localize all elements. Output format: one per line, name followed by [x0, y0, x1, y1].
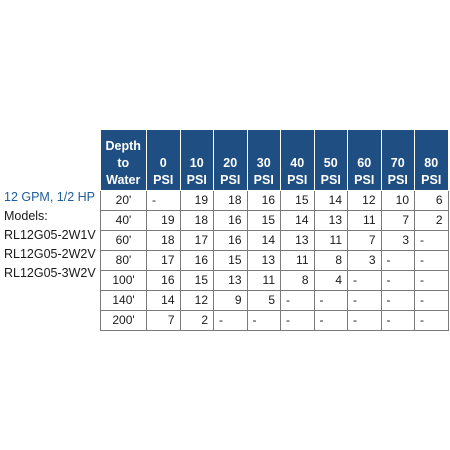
depth-cell: 80' [100, 250, 147, 271]
flow-value-cell: 8 [280, 270, 315, 291]
flow-value-cell: 5 [246, 290, 281, 311]
flow-value-cell: 7 [347, 230, 382, 251]
depth-cell: 60' [100, 230, 147, 251]
table-row: 60' 18 17 16 14 13 11 7 3- [100, 230, 449, 251]
flow-value-cell: - [146, 190, 181, 211]
flow-value-cell: 14 [313, 190, 348, 211]
depth-cell: 200' [100, 310, 147, 331]
flow-value-cell: 15 [280, 190, 315, 211]
flow-value-cell: - [380, 250, 415, 271]
flow-value-cell: 3 [380, 230, 415, 251]
table-row: 40' 19 18 16 15 14 13 11 7 2 [100, 210, 449, 231]
psi-header: 10 PSI [179, 130, 214, 191]
flow-value-cell: - [347, 270, 382, 291]
flow-value-cell: 13 [313, 210, 348, 231]
flow-value-cell: 16 [213, 230, 248, 251]
flow-value-cell: 19 [146, 210, 181, 231]
flow-value-cell: 9 [213, 290, 248, 311]
flow-value-cell: 16 [146, 270, 181, 291]
flow-value-cell: - [246, 310, 281, 331]
flow-value-cell: - [313, 290, 348, 311]
model-number: RL12G05-2W2V [4, 247, 96, 261]
flow-value-cell: 14 [146, 290, 181, 311]
flow-value-cell: 12 [347, 190, 382, 211]
pump-rating: 12 GPM, 1/2 HP [4, 190, 96, 204]
flow-value-cell: - [414, 310, 449, 331]
models-label: Models: [4, 209, 48, 223]
psi-header: 40 PSI [280, 130, 315, 191]
flow-value-cell: 16 [213, 210, 248, 231]
flow-value-cell: 2 [179, 310, 214, 331]
flow-value-cell: 18 [213, 190, 248, 211]
flow-value-cell: 13 [213, 270, 248, 291]
flow-value-cell: 17 [179, 230, 214, 251]
flow-value-cell: 3 [347, 250, 382, 271]
pump-spec-block: 12 GPM, 1/2 HP Models: RL12G05-2W1V RL12… [4, 188, 96, 283]
flow-value-cell: - [414, 230, 449, 251]
model-number: RL12G05-2W1V [4, 228, 96, 242]
psi-header: 80 PSI [414, 130, 449, 191]
table-row: 80' 17 16 15 13 11 8 3- - [100, 250, 449, 271]
flow-value-cell: 10 [380, 190, 415, 211]
depth-cell: 140' [100, 290, 147, 311]
flow-value-cell: 8 [313, 250, 348, 271]
table-row: 200' 7 2- - - - - - - [100, 310, 449, 331]
flow-value-cell: 16 [179, 250, 214, 271]
psi-header: 20 PSI [213, 130, 248, 191]
flow-value-cell: 14 [280, 210, 315, 231]
flow-value-cell: 6 [414, 190, 449, 211]
flow-value-cell: 2 [414, 210, 449, 231]
psi-header: 70 PSI [380, 130, 415, 191]
flow-value-cell: 11 [280, 250, 315, 271]
flow-value-cell: 18 [146, 230, 181, 251]
table-row: 20' -19 18 16 15 14 12 10 6 [100, 190, 449, 211]
table-header-row: Depth to Water 0 PSI 10 PSI 20 PSI 30 PSI 40… [100, 130, 449, 191]
flow-value-cell: 11 [313, 230, 348, 251]
psi-header: 60 PSI [347, 130, 382, 191]
flow-value-cell: 4 [313, 270, 348, 291]
table-row: 100' 16 15 13 11 8 4- - - [100, 270, 449, 291]
flow-value-cell: 7 [380, 210, 415, 231]
flow-value-cell: - [380, 310, 415, 331]
model-number: RL12G05-3W2V [4, 266, 96, 280]
depth-cell: 100' [100, 270, 147, 291]
flow-value-cell: - [380, 290, 415, 311]
flow-value-cell: 15 [213, 250, 248, 271]
flow-value-cell: - [280, 290, 315, 311]
psi-header: 0 PSI [146, 130, 181, 191]
flow-value-cell: - [414, 270, 449, 291]
flow-value-cell: 18 [179, 210, 214, 231]
depth-cell: 20' [100, 190, 147, 211]
performance-table: Depth to Water 0 PSI 10 PSI 20 PSI 30 PSI 40… [100, 130, 449, 331]
psi-header: 30 PSI [246, 130, 281, 191]
flow-value-cell: 15 [246, 210, 281, 231]
flow-value-cell: 16 [246, 190, 281, 211]
flow-value-cell: - [347, 310, 382, 331]
flow-value-cell: - [380, 270, 415, 291]
flow-value-cell: - [213, 310, 248, 331]
flow-value-cell: - [414, 290, 449, 311]
flow-value-cell: 13 [246, 250, 281, 271]
flow-value-cell: 19 [179, 190, 214, 211]
table-row: 140' 14 12 9 5- - - - - [100, 290, 449, 311]
flow-value-cell: - [313, 310, 348, 331]
flow-value-cell: 13 [280, 230, 315, 251]
flow-value-cell: - [347, 290, 382, 311]
flow-value-cell: 14 [246, 230, 281, 251]
depth-header: Depth to Water [100, 130, 147, 191]
psi-header: 50 PSI [313, 130, 348, 191]
table-body: 20' -19 18 16 15 14 12 10 6 40' 19 18 16 15 14 13 11 7 2 60… [100, 190, 449, 331]
flow-value-cell: 11 [246, 270, 281, 291]
flow-value-cell: - [414, 250, 449, 271]
flow-value-cell: 15 [179, 270, 214, 291]
flow-value-cell: 7 [146, 310, 181, 331]
flow-value-cell: - [280, 310, 315, 331]
depth-cell: 40' [100, 210, 147, 231]
flow-value-cell: 17 [146, 250, 181, 271]
flow-value-cell: 12 [179, 290, 214, 311]
flow-value-cell: 11 [347, 210, 382, 231]
